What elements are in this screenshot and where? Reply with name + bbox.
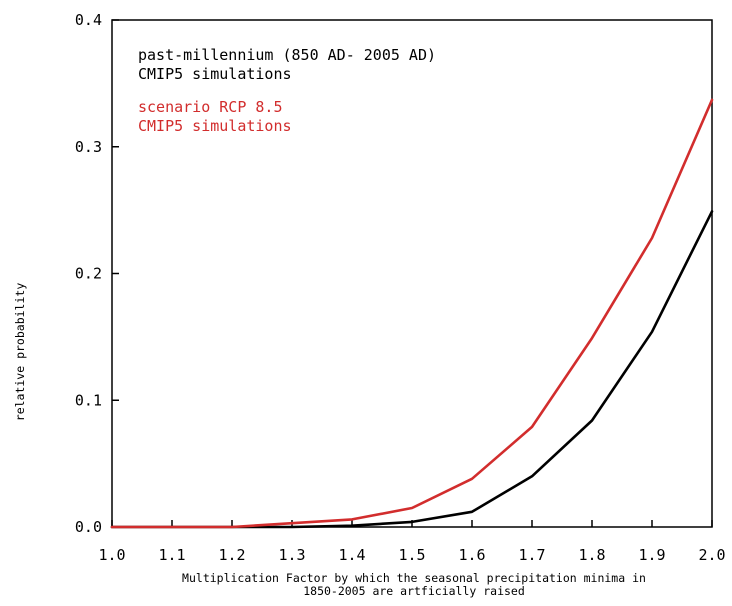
- x-tick-label: 1.7: [518, 546, 545, 564]
- y-axis: 0.0 0.1 0.2 0.3 0.4: [75, 11, 119, 536]
- plot-frame: [111, 19, 713, 528]
- x-tick-label: 1.2: [218, 546, 245, 564]
- x-tick-label: 1.9: [638, 546, 665, 564]
- series-layer: [110, 98, 714, 529]
- series-rcp85-line: [110, 98, 714, 529]
- legend: past-millennium (850 AD- 2005 AD)CMIP5 s…: [138, 46, 436, 135]
- x-tick-label: 1.0: [98, 546, 125, 564]
- y-tick-label: 0.4: [75, 11, 102, 29]
- series-past-millennium-line: [110, 210, 714, 529]
- x-axis-title-line-1: Multiplication Factor by which the seaso…: [182, 571, 646, 585]
- x-tick-label: 1.1: [158, 546, 185, 564]
- x-tick-label: 1.3: [278, 546, 305, 564]
- legend-entry-line: CMIP5 simulations: [138, 117, 292, 135]
- y-axis-title: relative probability: [13, 283, 27, 422]
- y-tick-label: 0.3: [75, 138, 102, 156]
- legend-entry-line: past-millennium (850 AD- 2005 AD): [138, 46, 436, 64]
- x-tick-label: 1.4: [338, 546, 365, 564]
- x-tick-label: 1.8: [578, 546, 605, 564]
- y-tick-label: 0.2: [75, 265, 102, 283]
- x-tick-label: 1.6: [458, 546, 485, 564]
- legend-entry-line: CMIP5 simulations: [138, 65, 292, 83]
- x-axis: 1.0 1.1 1.2 1.3 1.4 1.5 1.6 1.7 1.8 1.9 2.0: [98, 520, 726, 564]
- x-tick-label: 1.5: [398, 546, 425, 564]
- x-tick-label: 2.0: [698, 546, 725, 564]
- legend-entry-line: scenario RCP 8.5: [138, 98, 283, 116]
- y-tick-label: 0.0: [75, 518, 102, 536]
- x-axis-title-line-2: 1850-2005 are artficially raised: [303, 584, 525, 598]
- y-tick-label: 0.1: [75, 391, 102, 409]
- legend-past-millennium: past-millennium (850 AD- 2005 AD)CMIP5 s…: [138, 46, 436, 83]
